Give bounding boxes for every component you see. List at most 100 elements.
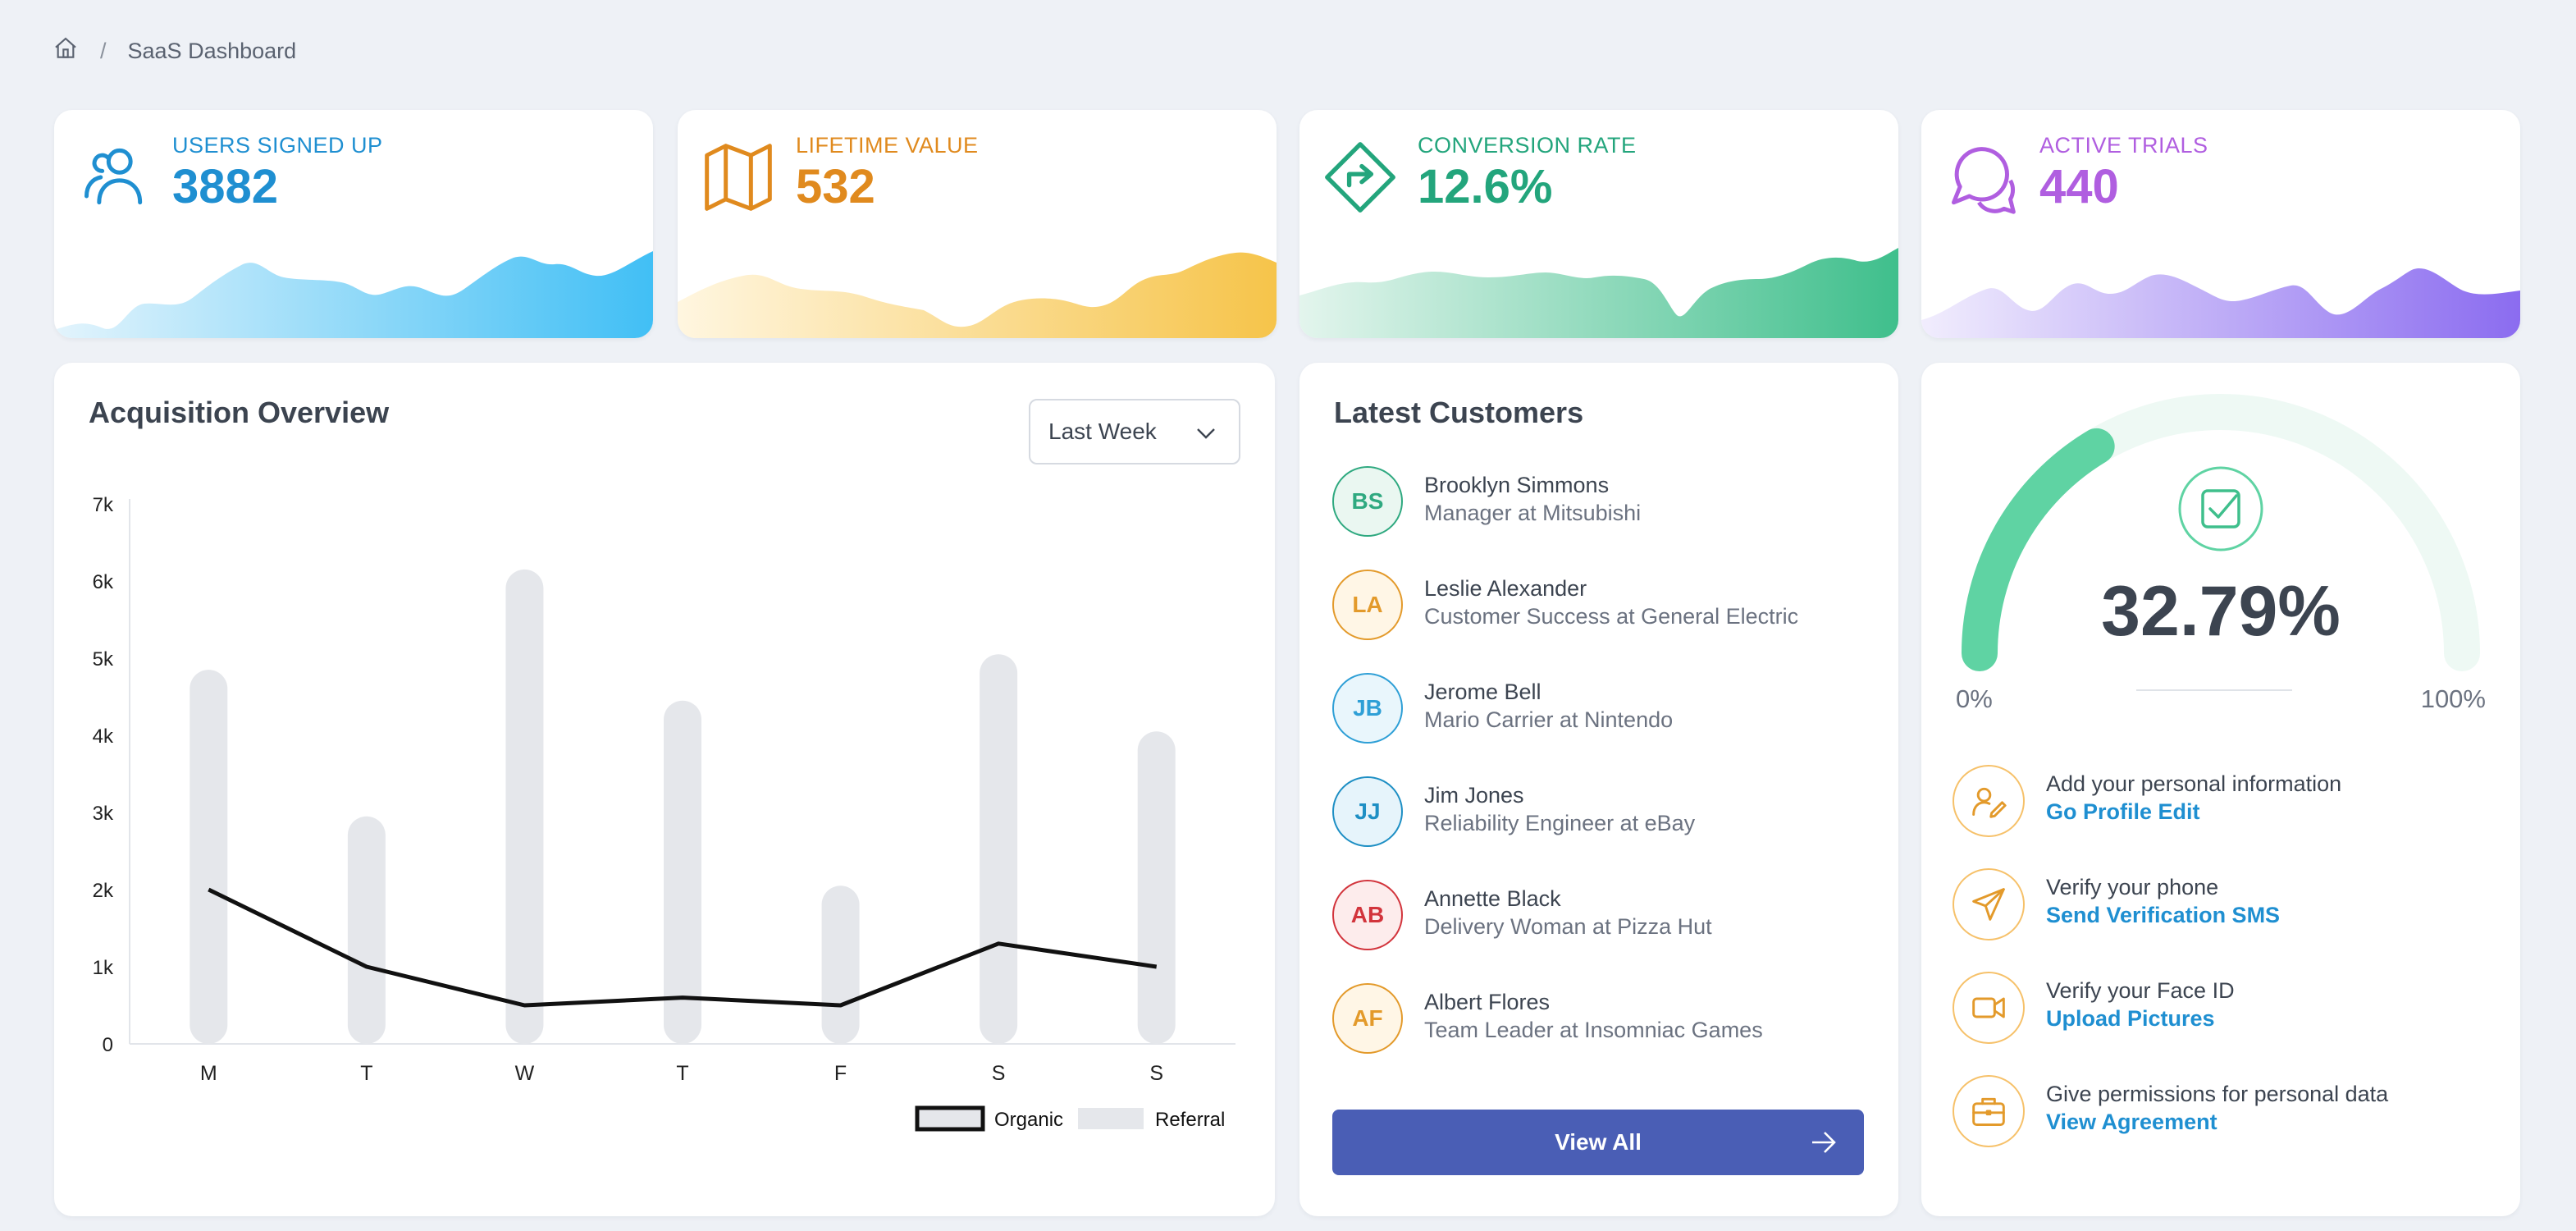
avatar: BS [1332, 466, 1403, 537]
profile-task: Verify your phone Send Verification SMS [1953, 868, 2494, 972]
task-title: Add your personal information [2046, 771, 2342, 796]
period-dropdown[interactable]: Last Week [1029, 399, 1240, 464]
customer-item[interactable]: AF Albert Flores Team Leader at Insomniac … [1332, 983, 1874, 1087]
x-tick-label: T [360, 1062, 372, 1085]
stat-value: 532 [796, 160, 875, 213]
bar-referral [980, 654, 1018, 1044]
profile-task-list: Add your personal information Go Profile … [1953, 765, 2494, 1178]
avatar: JJ [1332, 776, 1403, 847]
y-tick-label: 5k [93, 648, 114, 670]
task-title: Give permissions for personal data [2046, 1082, 2389, 1106]
period-value: Last Week [1048, 419, 1157, 444]
y-tick-label: 1k [93, 957, 114, 979]
stat-label: ACTIVE TRIALS [2039, 133, 2208, 158]
customer-name: Leslie Alexander [1424, 576, 1587, 601]
task-link[interactable]: Send Verification SMS [2046, 903, 2281, 927]
gauge-min-label: 0% [1956, 684, 1993, 713]
customer-role: Customer Success at General Electric [1424, 604, 1799, 629]
acquisition-chart: 0 1k 2k 3k 4k 5k 6k 7k M T W T F S S Organic Referral [93, 494, 1235, 1132]
avatar: LA [1332, 570, 1403, 640]
customer-name: Jim Jones [1424, 783, 1524, 808]
avatar: AB [1332, 880, 1403, 950]
bar-referral [821, 885, 860, 1044]
y-tick-label: 0 [103, 1034, 113, 1056]
breadcrumb-current: SaaS Dashboard [127, 38, 297, 63]
y-tick-label: 2k [93, 880, 114, 902]
breadcrumb: / SaaS Dashboard [53, 34, 296, 67]
checkmark-icon [2208, 494, 2238, 519]
bar-referral [347, 816, 386, 1044]
customer-role: Manager at Mitsubishi [1424, 501, 1642, 525]
stat-value: 12.6% [1418, 160, 1553, 213]
stat-card-users: USERS SIGNED UP 3882 [54, 110, 653, 338]
customer-role: Reliability Engineer at eBay [1424, 811, 1696, 835]
customer-role: Delivery Woman at Pizza Hut [1424, 914, 1712, 939]
map-icon [701, 140, 776, 215]
user-edit-icon [1953, 765, 2025, 837]
y-tick-label: 3k [93, 803, 114, 825]
checkbox-icon-ring [2178, 466, 2263, 551]
x-tick-label: W [515, 1062, 535, 1085]
chat-bubbles-icon [1944, 140, 2020, 215]
acquisition-title: Acquisition Overview [89, 396, 390, 429]
users-icon [77, 140, 153, 215]
stat-label: CONVERSION RATE [1418, 133, 1637, 158]
profile-completion-card: 32.79% 0% 100% Add your personal informa… [1921, 363, 2520, 1216]
home-icon[interactable] [53, 35, 79, 67]
direction-sign-icon [1322, 140, 1398, 215]
y-tick-label: 6k [93, 571, 114, 593]
chevron-down-icon [1197, 428, 1215, 439]
customer-name: Albert Flores [1424, 990, 1551, 1014]
profile-task: Give permissions for personal data View A… [1953, 1075, 2494, 1178]
task-link[interactable]: Go Profile Edit [2046, 799, 2200, 824]
legend-label-referral: Referral [1155, 1109, 1225, 1131]
y-tick-label: 7k [93, 494, 114, 516]
task-title: Verify your phone [2046, 875, 2219, 899]
acquisition-card: Acquisition Overview Last Week 0 1k 2k 3k 4k… [54, 363, 1275, 1216]
x-tick-label: F [834, 1062, 847, 1085]
customer-role: Mario Carrier at Nintendo [1424, 707, 1674, 732]
legend-swatch-referral [1078, 1108, 1144, 1129]
customer-item[interactable]: AB Annette Black Delivery Woman at Pizza H… [1332, 880, 1874, 983]
gauge-divider [2136, 689, 2292, 691]
view-all-label: View All [1555, 1129, 1642, 1155]
legend-label-organic: Organic [994, 1109, 1063, 1131]
gauge-fill [1962, 428, 2115, 671]
stat-value: 3882 [172, 160, 279, 213]
x-tick-label: T [676, 1062, 688, 1085]
bar-referral [505, 569, 544, 1044]
task-title: Verify your Face ID [2046, 978, 2235, 1003]
stat-sparkline [54, 251, 653, 338]
customer-name: Brooklyn Simmons [1424, 473, 1610, 497]
task-link[interactable]: Upload Pictures [2046, 1006, 2215, 1031]
customers-card: Latest Customers BS Brooklyn Simmons Manag… [1299, 363, 1898, 1216]
customer-item[interactable]: JJ Jim Jones Reliability Engineer at eBay [1332, 776, 1874, 880]
arrow-right-icon [1812, 1132, 1836, 1153]
customer-list: BS Brooklyn Simmons Manager at Mitsubishi L… [1332, 466, 1874, 1087]
stat-label: LIFETIME VALUE [796, 133, 979, 158]
view-all-button[interactable]: View All [1332, 1110, 1864, 1175]
avatar: AF [1332, 983, 1403, 1054]
customer-item[interactable]: BS Brooklyn Simmons Manager at Mitsubishi [1332, 466, 1874, 570]
briefcase-icon [1953, 1075, 2025, 1147]
y-tick-label: 4k [93, 725, 114, 748]
stat-card-lifetime-value: LIFETIME VALUE 532 [678, 110, 1277, 338]
bar-referral [1137, 731, 1176, 1044]
customer-item[interactable]: LA Leslie Alexander Customer Success at Ge… [1332, 570, 1874, 673]
x-tick-label: S [992, 1062, 1006, 1085]
stat-sparkline [1299, 248, 1898, 338]
gauge-value: 32.79% [2101, 572, 2341, 651]
gauge-max-label: 100% [2420, 684, 2486, 713]
avatar: JB [1332, 673, 1403, 744]
bar-referral [190, 670, 228, 1044]
stat-value: 440 [2039, 160, 2119, 213]
stat-card-active-trials: ACTIVE TRIALS 440 [1921, 110, 2520, 338]
customers-title: Latest Customers [1334, 396, 1584, 429]
customer-item[interactable]: JB Jerome Bell Mario Carrier at Nintendo [1332, 673, 1874, 776]
legend-swatch-organic [915, 1105, 985, 1132]
task-link[interactable]: View Agreement [2046, 1110, 2217, 1134]
x-tick-label: M [200, 1062, 217, 1085]
profile-task: Add your personal information Go Profile … [1953, 765, 2494, 868]
customer-name: Annette Black [1424, 886, 1561, 911]
x-tick-label: S [1149, 1062, 1163, 1085]
